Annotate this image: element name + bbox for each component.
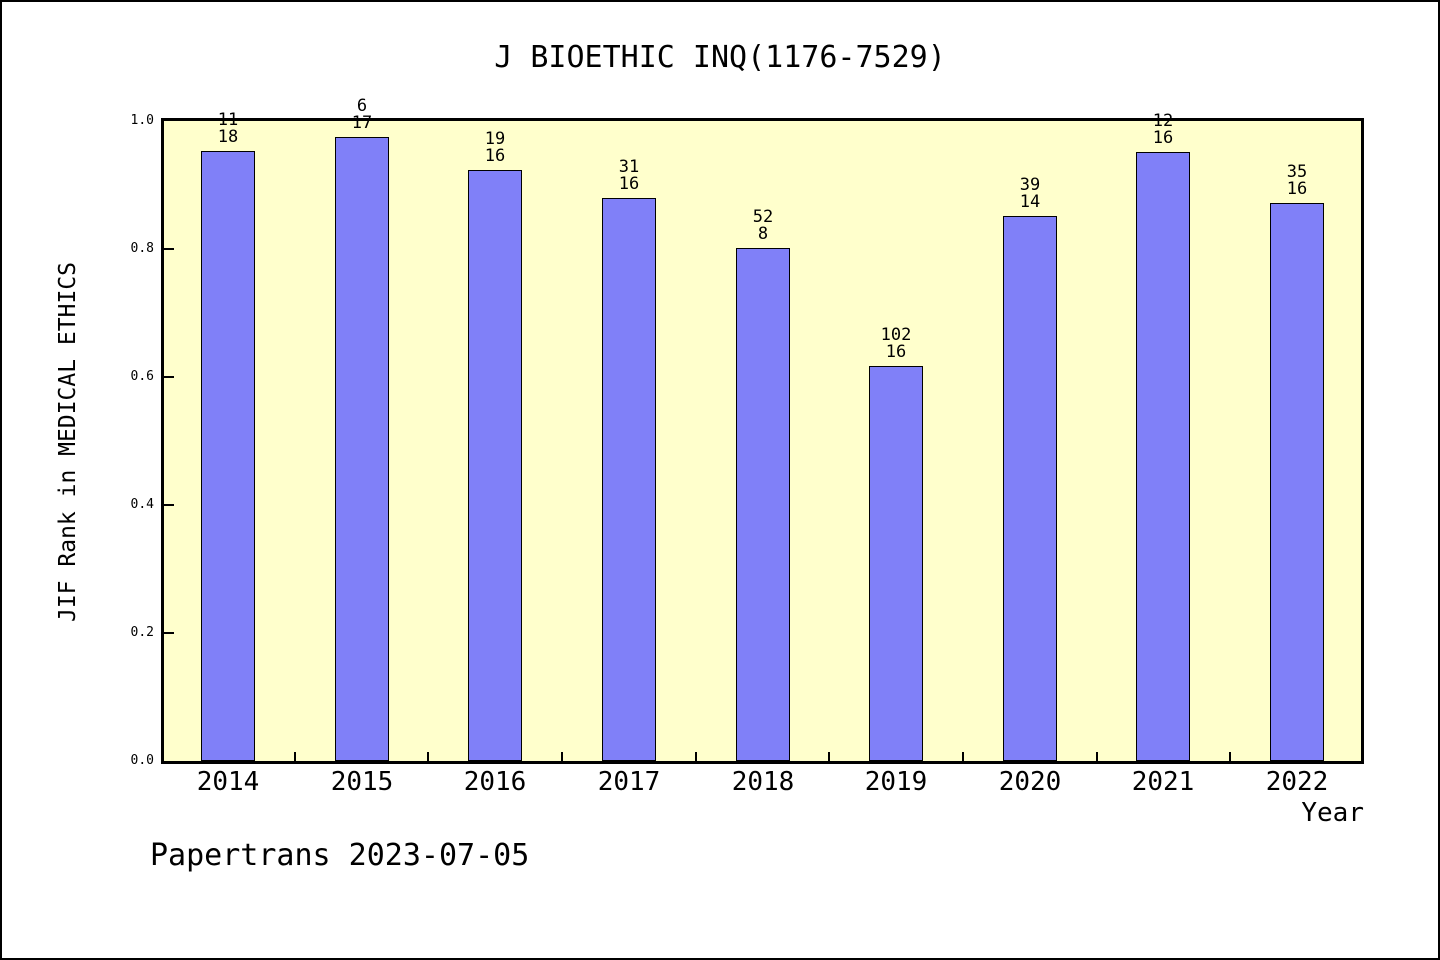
y-tick-mark xyxy=(164,248,174,250)
bar-2019 xyxy=(869,366,923,761)
bar-value-label-2018: 52 8 xyxy=(703,209,823,243)
bar-value-line: 31 xyxy=(618,157,640,177)
bar-value-line: 16 xyxy=(618,174,640,194)
bar-value-line: 16 xyxy=(885,342,907,362)
bar-value-label-2017: 31 16 xyxy=(569,159,689,193)
bar-value-line: 14 xyxy=(1019,192,1041,212)
bar-value-line: 8 xyxy=(757,224,769,244)
bar-value-line: 52 xyxy=(752,207,774,227)
x-axis-label: Year xyxy=(1301,798,1364,828)
y-tick-label-0.2: 0.2 xyxy=(130,625,154,640)
bar-value-label-2014: 11 18 xyxy=(168,112,288,146)
x-minor-tick xyxy=(828,752,830,761)
bar-value-line: 16 xyxy=(1286,179,1308,199)
bar-2022 xyxy=(1270,203,1324,761)
bar-2017 xyxy=(602,198,656,761)
chart-title: J BIOETHIC INQ(1176-7529) xyxy=(494,40,946,75)
bar-value-label-2022: 35 16 xyxy=(1237,164,1357,198)
bar-value-line: 102 xyxy=(880,325,912,345)
bar-2015 xyxy=(335,137,389,761)
x-minor-tick xyxy=(427,752,429,761)
bar-2018 xyxy=(736,248,790,761)
x-minor-tick xyxy=(695,752,697,761)
bar-value-label-2021: 12 16 xyxy=(1103,113,1223,147)
x-tick-label-2017: 2017 xyxy=(597,767,661,797)
bar-2014 xyxy=(201,151,255,761)
bar-value-line: 6 xyxy=(356,96,368,116)
bar-value-line: 11 xyxy=(217,110,239,130)
y-tick-label-0.6: 0.6 xyxy=(130,369,154,384)
x-minor-tick xyxy=(962,752,964,761)
bar-value-line: 19 xyxy=(484,129,506,149)
y-tick-mark xyxy=(164,504,174,506)
y-tick-label-0.4: 0.4 xyxy=(130,497,154,512)
plot-area: 11 18 6 17 19 16 31 16 52 8 102 16 39 14 12 16 35 16 xyxy=(161,98,1364,764)
x-tick-label-2014: 2014 xyxy=(196,767,260,797)
y-tick-label-0.8: 0.8 xyxy=(130,241,154,256)
x-tick-label-2016: 2016 xyxy=(463,767,527,797)
bar-value-label-2016: 19 16 xyxy=(435,131,555,165)
bar-value-line: 35 xyxy=(1286,162,1308,182)
bar-value-line: 16 xyxy=(1152,128,1174,148)
x-tick-label-2019: 2019 xyxy=(864,767,928,797)
x-minor-tick xyxy=(1096,752,1098,761)
x-minor-tick xyxy=(1229,752,1231,761)
bar-value-line: 16 xyxy=(484,146,506,166)
x-tick-label-2015: 2015 xyxy=(330,767,394,797)
bar-value-label-2020: 39 14 xyxy=(970,177,1090,211)
y-tick-mark xyxy=(164,376,174,378)
x-tick-label-2020: 2020 xyxy=(998,767,1062,797)
bar-2021 xyxy=(1136,152,1190,761)
x-tick-label-2021: 2021 xyxy=(1131,767,1195,797)
bar-2016 xyxy=(468,170,522,761)
bar-value-line: 39 xyxy=(1019,175,1041,195)
x-minor-tick xyxy=(294,752,296,761)
bar-value-line: 12 xyxy=(1152,111,1174,131)
bar-2020 xyxy=(1003,216,1057,761)
y-tick-label-1.0: 1.0 xyxy=(130,113,154,128)
bar-value-line: 17 xyxy=(351,113,373,133)
bar-value-line: 18 xyxy=(217,127,239,147)
bar-value-label-2015: 6 17 xyxy=(302,98,422,132)
watermark-text: Papertrans 2023-07-05 xyxy=(150,838,530,873)
x-minor-tick xyxy=(561,752,563,761)
y-tick-mark xyxy=(164,632,174,634)
bar-value-label-2019: 102 16 xyxy=(836,327,956,361)
x-tick-label-2018: 2018 xyxy=(731,767,795,797)
y-axis-label: JIF Rank in MEDICAL ETHICS xyxy=(55,261,81,623)
y-tick-label-0.0: 0.0 xyxy=(130,753,154,768)
x-tick-label-2022: 2022 xyxy=(1265,767,1329,797)
